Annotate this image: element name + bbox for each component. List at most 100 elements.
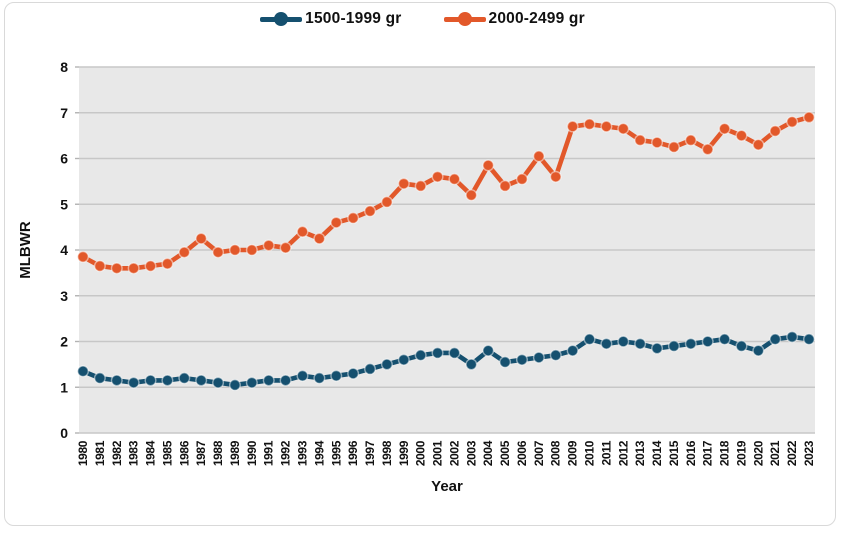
data-point [465,189,478,202]
legend-label: 1500-1999 gr [305,10,402,27]
data-point [178,372,191,385]
y-tick-label: 8 [60,59,68,75]
data-point [634,337,647,350]
data-point [144,374,157,387]
data-point [499,179,512,192]
data-point [414,349,427,362]
data-point [161,257,174,270]
x-tick-label: 1999 [397,440,411,466]
x-tick-label: 2017 [701,440,715,466]
y-tick-label: 2 [60,334,68,350]
y-tick-label: 7 [60,105,68,121]
data-point [76,250,89,263]
x-tick-label: 2012 [616,440,630,466]
data-point [110,262,123,275]
data-point [380,195,393,208]
x-tick-label: 1989 [228,440,242,466]
x-tick-label: 1983 [127,440,141,466]
x-tick-label: 2022 [785,440,799,466]
data-point [296,369,309,382]
line-marker-icon [443,12,486,27]
legend-label: 2000-2499 gr [488,10,585,27]
data-point [313,372,326,385]
data-point [769,125,782,138]
data-point [262,239,275,252]
data-point [651,342,664,355]
x-tick-label: 1991 [262,440,276,466]
x-tick-label: 1996 [346,440,360,466]
data-point [93,372,106,385]
y-tick-label: 0 [60,425,68,441]
x-tick-label: 1986 [177,440,191,466]
data-point [262,374,275,387]
data-point [76,365,89,378]
x-tick-label: 1987 [194,440,208,466]
x-tick-label: 1982 [110,440,124,466]
data-point [667,340,680,353]
plot-area [75,66,815,434]
data-point [769,333,782,346]
data-point [144,260,157,273]
y-tick-label: 1 [60,379,68,395]
data-point [701,143,714,156]
data-point [684,337,697,350]
data-point [228,243,241,256]
data-point [735,129,748,142]
y-tick-label: 6 [60,151,68,167]
data-point [431,170,444,183]
x-tick-label: 1988 [211,440,225,466]
data-point [380,358,393,371]
data-point [499,356,512,369]
data-point [617,122,630,135]
y-tick-label: 4 [60,242,68,258]
x-tick-label: 2004 [481,440,495,466]
data-point [397,353,410,366]
legend-dot [457,12,472,26]
data-point [431,346,444,359]
data-point [566,120,579,133]
data-point [566,344,579,357]
x-tick-label: 1985 [160,440,174,466]
line-marker-icon [260,12,303,27]
x-tick-label: 2014 [650,440,664,466]
x-tick-label: 2009 [566,440,580,466]
data-point [212,246,225,259]
x-tick-label: 2003 [464,440,478,466]
data-point [279,374,292,387]
y-tick-label: 5 [60,196,68,212]
x-tick-label: 2001 [431,440,445,466]
data-point [279,241,292,254]
x-tick-label: 2007 [532,440,546,466]
x-tick-label: 1998 [380,440,394,466]
data-point [127,376,140,389]
x-tick-label: 2021 [768,440,782,466]
x-tick-label: 1990 [245,440,259,466]
x-tick-label: 2018 [718,440,732,466]
data-point [482,159,495,172]
data-point [364,205,377,218]
x-tick-label: 2000 [414,440,428,466]
data-point [448,346,461,359]
data-point [634,134,647,147]
data-point [684,134,697,147]
data-point [228,378,241,391]
chart-legend: 1500-1999 gr 2000-2499 gr [0,10,845,28]
x-tick-label: 2020 [751,440,765,466]
x-tick-label: 1981 [93,440,107,466]
data-point [617,335,630,348]
data-point [718,122,731,135]
data-point [330,369,343,382]
x-tick-label: 2005 [498,440,512,466]
x-tick-label: 1994 [312,440,326,466]
data-point [532,150,545,163]
data-point [397,177,410,190]
data-point [701,335,714,348]
data-point [532,351,545,364]
y-axis-title: MLBWR [17,221,34,279]
data-point [515,173,528,186]
data-point [549,170,562,183]
data-point [651,136,664,149]
legend-item-2000-2499: 2000-2499 gr [443,10,585,28]
